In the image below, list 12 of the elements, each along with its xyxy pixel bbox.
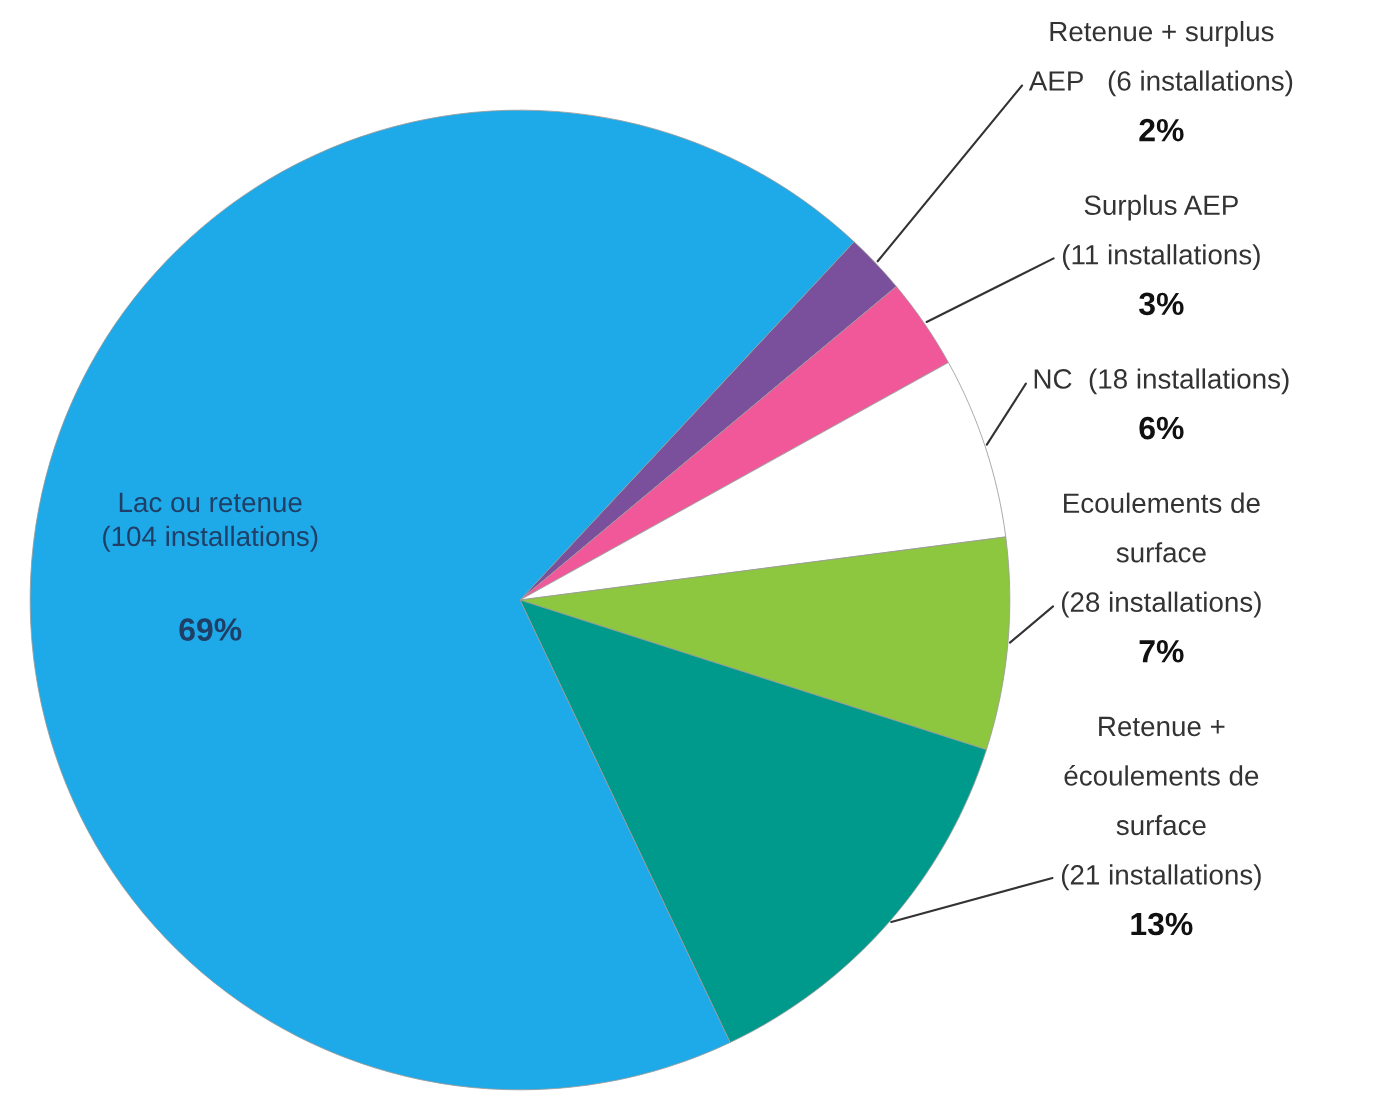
slice-label: Retenue + surplus AEP (6 installations) [1028,20,1293,97]
slice-label: Ecoulements de surface (28 installations) [1061,492,1261,618]
data-label: 2% [1139,118,1184,142]
slice-label: Surplus AEP (11 installations) [1062,194,1260,271]
slice-label: Lac ou retenue (104 installations) [103,492,318,552]
data-label: 7% [1139,640,1184,663]
data-label: 69% [179,618,242,641]
slice-label: NC (18 installations) [1034,368,1289,395]
slice-label: Retenue + écoulements de surface (21 installations) [1061,716,1261,891]
data-label: 3% [1139,292,1184,316]
data-label: 6% [1139,416,1184,440]
data-label: 13% [1131,912,1193,936]
